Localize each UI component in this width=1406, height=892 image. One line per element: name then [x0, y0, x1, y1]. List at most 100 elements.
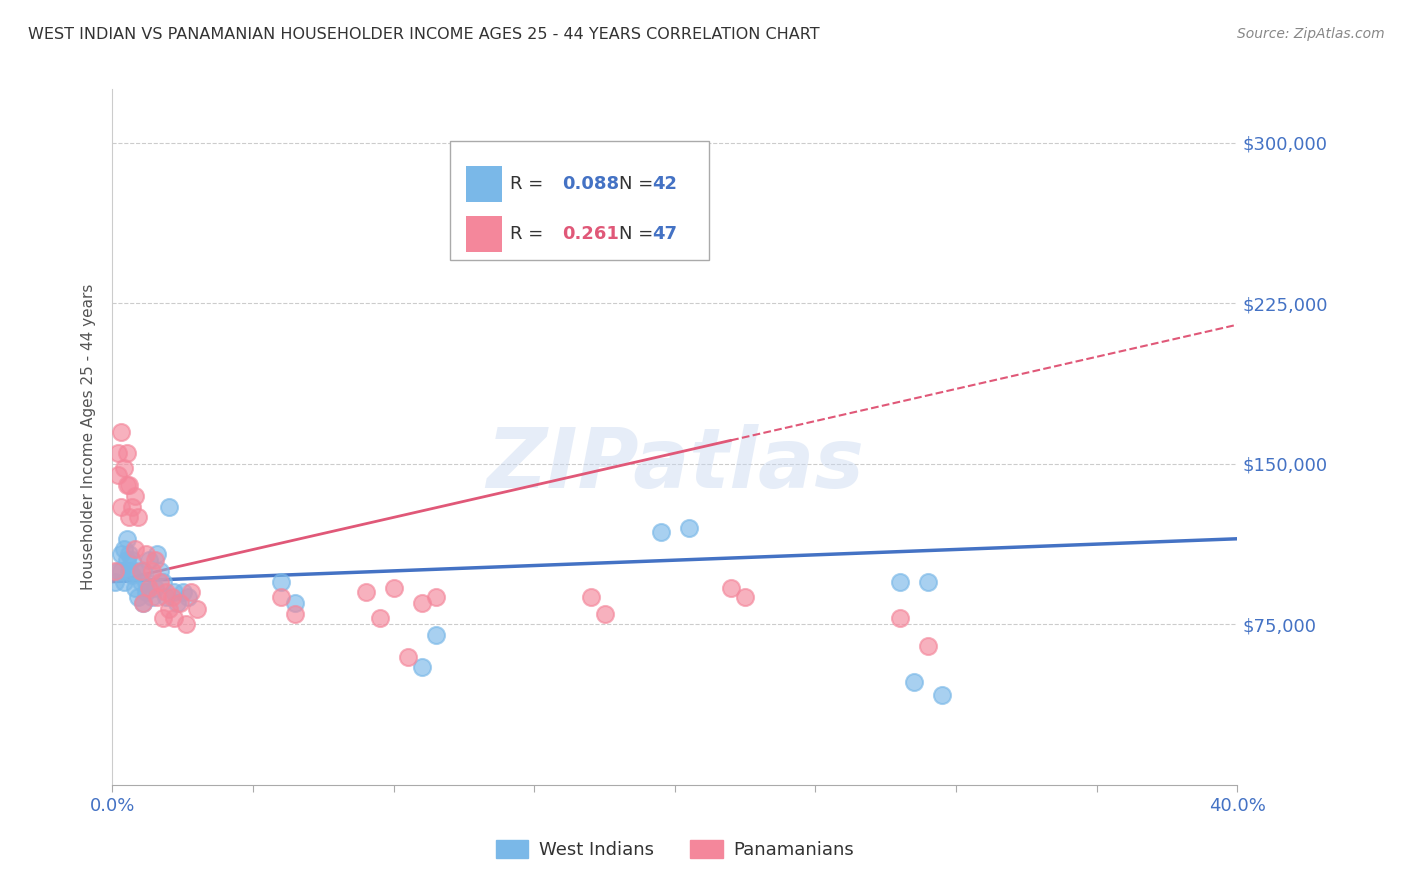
Point [110, 425, 132, 439]
Point [354, 585, 377, 599]
Point [593, 607, 616, 621]
Point [152, 574, 174, 589]
Point [146, 547, 169, 561]
Point [110, 500, 132, 514]
Point [115, 532, 138, 546]
Text: 0.261: 0.261 [562, 225, 619, 243]
Point [112, 461, 135, 475]
Point [132, 596, 155, 610]
Point [107, 467, 129, 482]
Point [411, 596, 433, 610]
Point [129, 574, 152, 589]
Point [186, 602, 208, 616]
Point [129, 564, 152, 578]
Point [152, 611, 174, 625]
Point [112, 574, 135, 589]
Point [149, 574, 172, 589]
Point [121, 553, 143, 567]
Point [157, 500, 180, 514]
Point [270, 574, 292, 589]
Point [270, 590, 292, 604]
Point [124, 564, 146, 578]
Text: R =: R = [509, 175, 548, 193]
Point [110, 547, 132, 561]
Point [650, 221, 672, 235]
Point [115, 446, 138, 460]
Point [121, 568, 143, 582]
Point [155, 585, 177, 599]
Point [132, 564, 155, 578]
Point [155, 590, 177, 604]
Point [118, 510, 141, 524]
FancyBboxPatch shape [465, 166, 502, 202]
Point [104, 564, 127, 578]
Text: N =: N = [619, 175, 658, 193]
Point [157, 602, 180, 616]
Point [678, 521, 700, 535]
Point [917, 574, 939, 589]
Point [166, 596, 188, 610]
Point [163, 585, 186, 599]
Point [135, 585, 157, 599]
Text: 47: 47 [652, 225, 678, 243]
Text: R =: R = [509, 225, 548, 243]
Point [180, 585, 202, 599]
Point [143, 553, 166, 567]
Text: Source: ZipAtlas.com: Source: ZipAtlas.com [1237, 27, 1385, 41]
Point [174, 617, 197, 632]
Point [650, 525, 672, 540]
Point [284, 596, 307, 610]
Y-axis label: Householder Income Ages 25 - 44 years: Householder Income Ages 25 - 44 years [80, 284, 96, 591]
Point [143, 581, 166, 595]
Point [889, 574, 911, 589]
Point [720, 581, 742, 595]
Point [149, 564, 172, 578]
Point [115, 553, 138, 567]
Point [931, 688, 953, 702]
Text: 0.088: 0.088 [562, 175, 620, 193]
Text: 42: 42 [652, 175, 678, 193]
Point [917, 639, 939, 653]
Point [135, 574, 157, 589]
Point [135, 547, 157, 561]
Point [107, 564, 129, 578]
Point [169, 596, 191, 610]
Point [127, 510, 149, 524]
Legend: West Indians, Panamanians: West Indians, Panamanians [488, 832, 862, 866]
Point [734, 590, 756, 604]
Point [579, 590, 602, 604]
Point [160, 590, 183, 604]
Point [115, 478, 138, 492]
Point [889, 611, 911, 625]
Point [903, 675, 925, 690]
Point [138, 581, 160, 595]
FancyBboxPatch shape [450, 141, 709, 260]
Point [163, 611, 186, 625]
Point [132, 596, 155, 610]
Point [396, 649, 419, 664]
Point [177, 590, 200, 604]
FancyBboxPatch shape [465, 216, 502, 252]
Point [425, 628, 447, 642]
Point [664, 226, 686, 240]
Point [382, 581, 405, 595]
Point [411, 660, 433, 674]
Point [104, 574, 127, 589]
Point [110, 564, 132, 578]
Point [121, 500, 143, 514]
Point [146, 590, 169, 604]
Point [425, 590, 447, 604]
Text: WEST INDIAN VS PANAMANIAN HOUSEHOLDER INCOME AGES 25 - 44 YEARS CORRELATION CHAR: WEST INDIAN VS PANAMANIAN HOUSEHOLDER IN… [28, 27, 820, 42]
Point [107, 446, 129, 460]
Point [127, 590, 149, 604]
Point [172, 585, 194, 599]
Point [124, 581, 146, 595]
Point [118, 564, 141, 578]
Point [284, 607, 307, 621]
Point [141, 564, 163, 578]
Point [112, 542, 135, 557]
Point [124, 542, 146, 557]
Point [124, 489, 146, 503]
Point [118, 547, 141, 561]
Text: ZIPatlas: ZIPatlas [486, 425, 863, 506]
